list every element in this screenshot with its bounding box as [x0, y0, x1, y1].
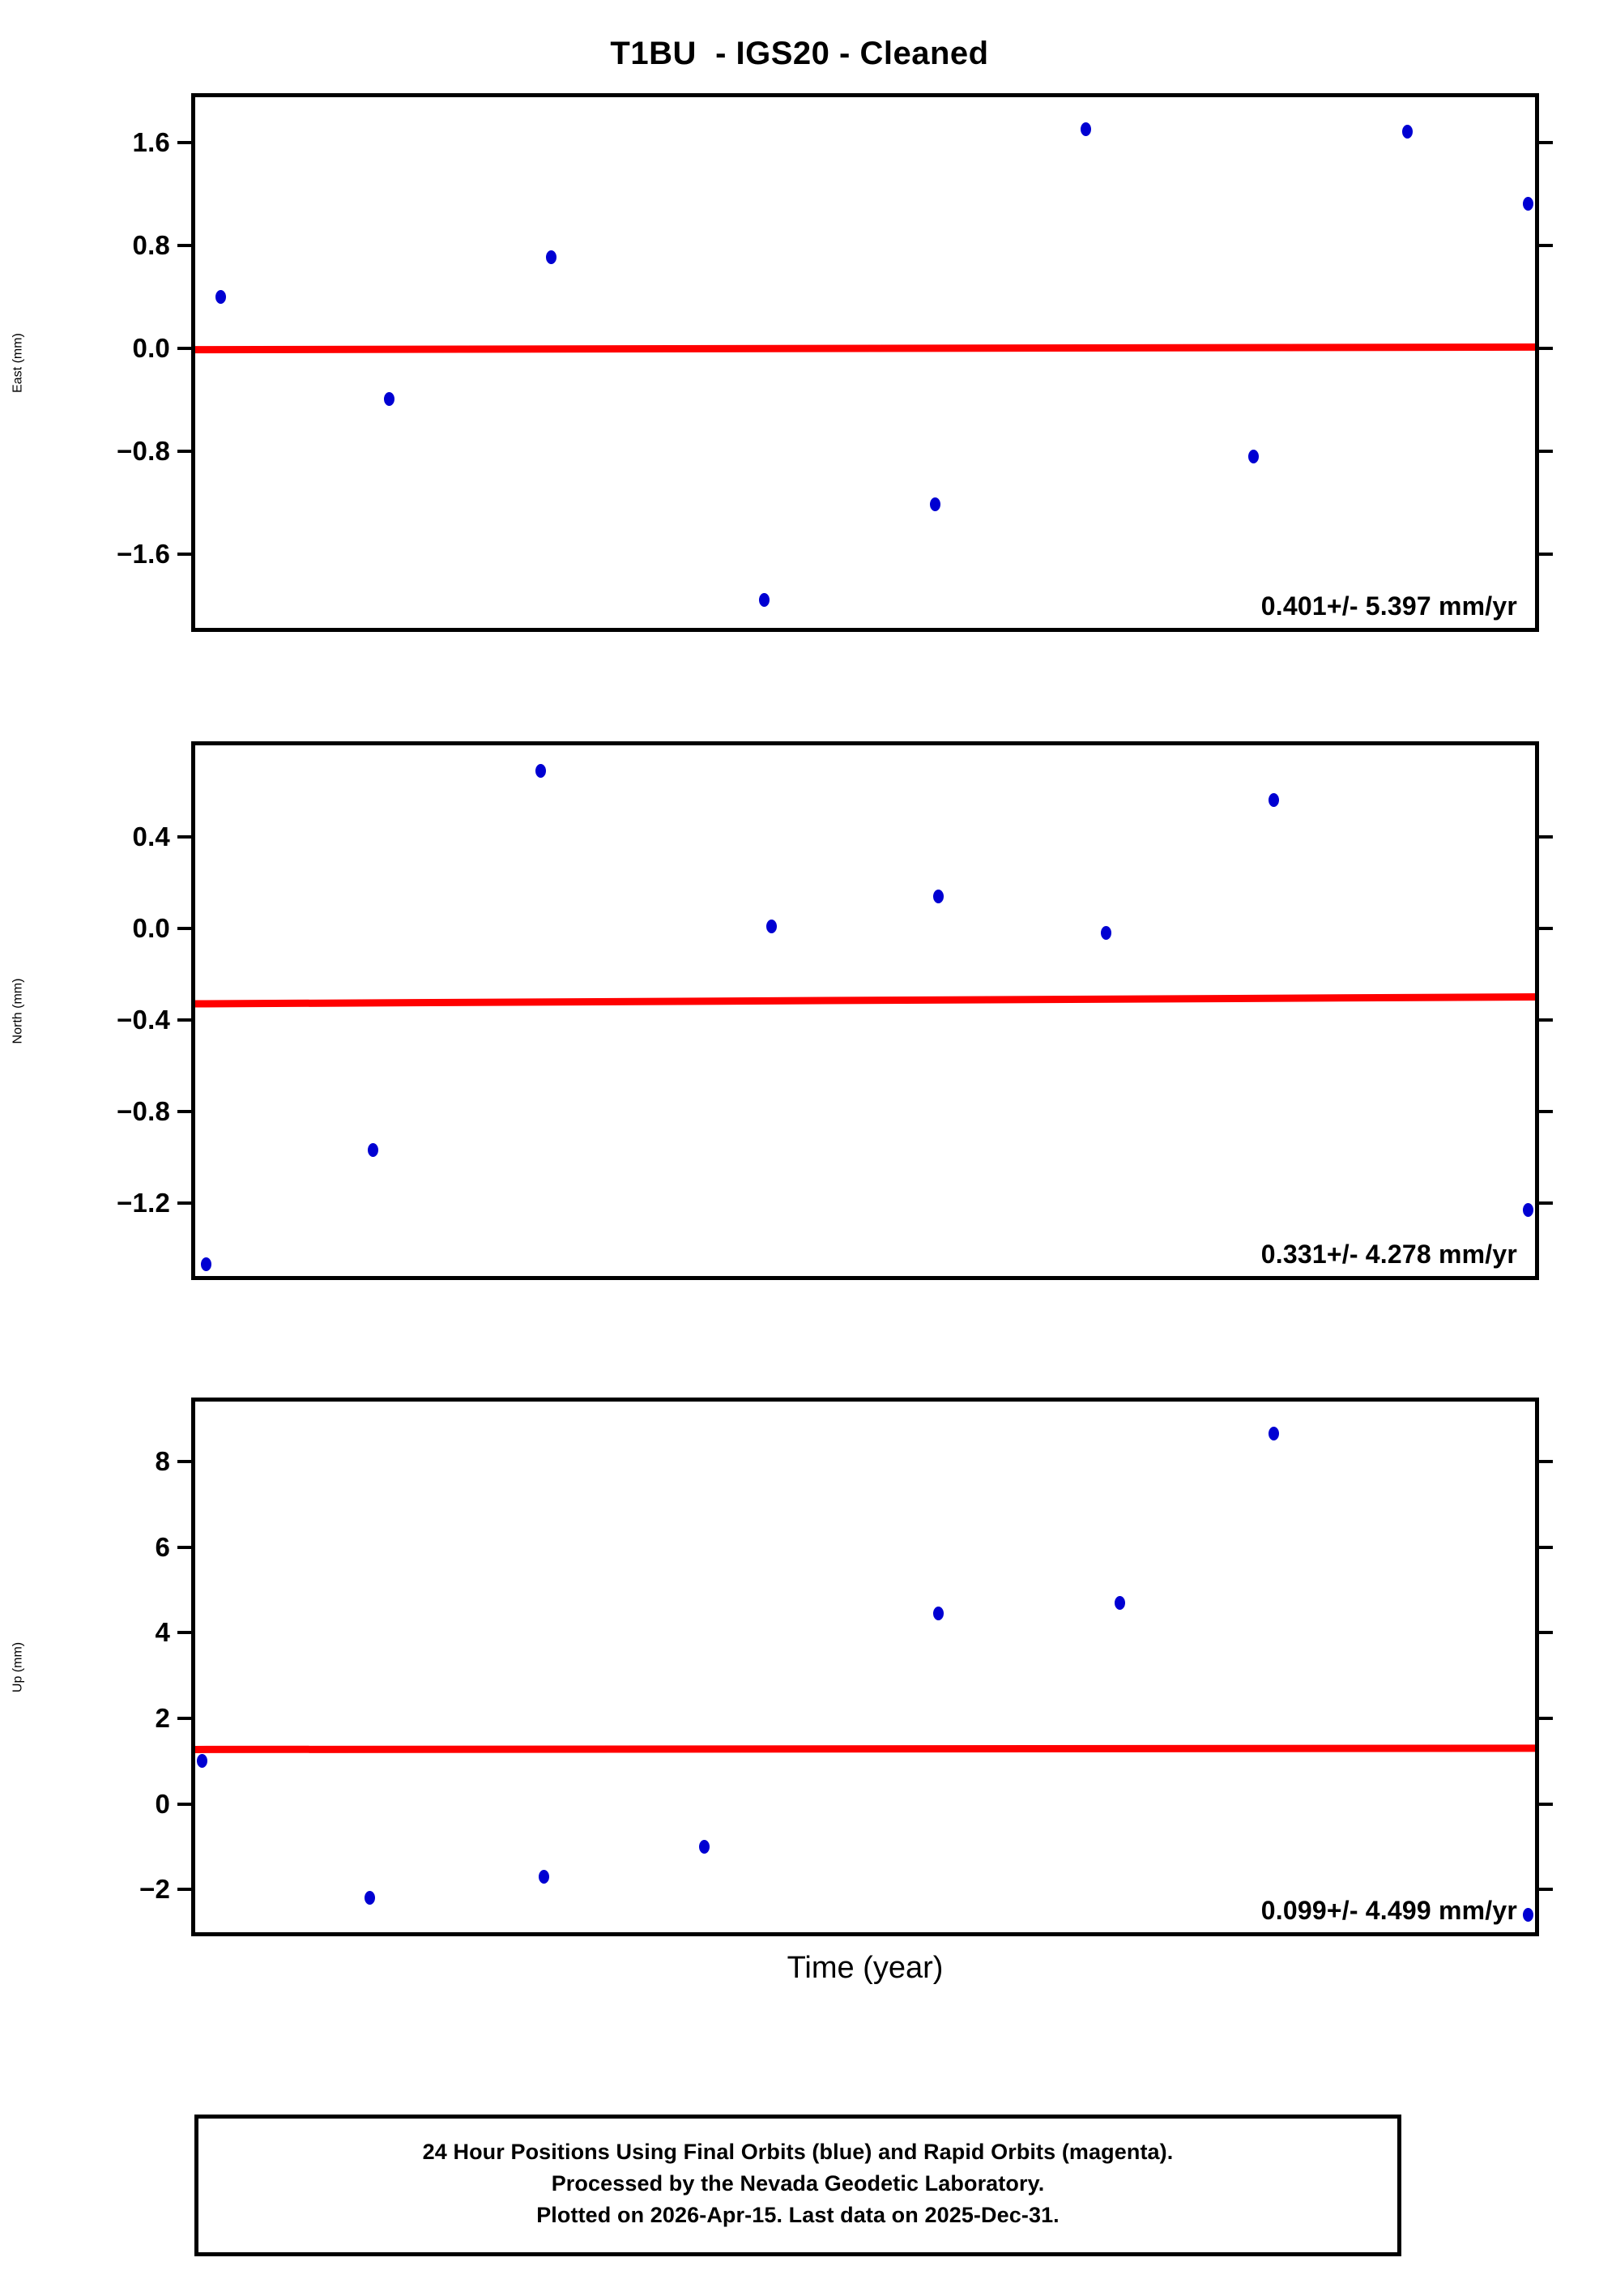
yaxis-title-east-label: East (mm) [11, 332, 25, 393]
data-point [535, 763, 547, 778]
data-point [200, 1257, 211, 1272]
ytick-mark-left [177, 1459, 195, 1463]
yaxis-title-north-label: North (mm) [11, 978, 25, 1043]
data-point [1268, 793, 1279, 808]
ytick-label: 0.4 [132, 821, 170, 851]
ytick-mark-right [1535, 347, 1553, 350]
data-point [215, 289, 226, 304]
ytick-mark-right [1535, 553, 1553, 557]
ytick-mark-right [1535, 1545, 1553, 1549]
data-point [1101, 926, 1112, 940]
yaxis-title-up: Up (mm) [0, 1398, 37, 1936]
ytick-mark-left [177, 834, 195, 839]
data-point [1248, 450, 1260, 464]
ytick-mark-right [1535, 1018, 1553, 1022]
ytick-mark-left [177, 1716, 195, 1720]
ytick-label: −0.4 [117, 1004, 170, 1035]
data-point [1523, 1908, 1534, 1923]
caption-line-1: 24 Hour Positions Using Final Orbits (bl… [422, 2140, 1174, 2164]
data-point [699, 1839, 710, 1854]
trend-line-east [195, 343, 1535, 354]
ytick-label: 0 [155, 1788, 170, 1819]
plot-area-up [177, 1402, 1553, 1932]
ytick-label: −2 [139, 1874, 170, 1905]
ytick-mark-right [1535, 243, 1553, 247]
yaxis-title-north: North (mm) [0, 741, 37, 1280]
plot-area-north [177, 745, 1553, 1276]
data-point [364, 1891, 375, 1906]
ytick-label: 0.8 [132, 229, 170, 260]
panel-up: 0.099+/- 4.499 mm/yr [177, 1398, 1553, 1936]
data-point [1402, 125, 1414, 139]
panel-north: 0.331+/- 4.278 mm/yr [177, 741, 1553, 1280]
data-point [759, 592, 770, 607]
rate-annotation-north: 0.331+/- 4.278 mm/yr [1260, 1240, 1517, 1269]
ytick-mark-right [1535, 926, 1553, 930]
ytick-label: 1.6 [132, 126, 170, 157]
data-point [765, 919, 777, 933]
ytick-mark-right [1535, 1109, 1553, 1113]
ytick-label: −0.8 [117, 1095, 170, 1126]
ytick-label: 0.0 [132, 912, 170, 943]
data-point [929, 497, 940, 511]
ytick-mark-left [177, 1018, 195, 1022]
data-point [933, 1606, 944, 1620]
ytick-mark-left [177, 1802, 195, 1806]
ytick-mark-left [177, 1201, 195, 1205]
page-title: T1BU - IGS20 - Cleaned [610, 36, 989, 71]
ytick-mark-right [1535, 1716, 1553, 1720]
ytick-mark-right [1535, 140, 1553, 144]
ytick-mark-right [1535, 1631, 1553, 1635]
rate-annotation-east: 0.401+/- 5.397 mm/yr [1260, 591, 1517, 621]
data-point [538, 1869, 549, 1884]
data-point [1523, 197, 1534, 211]
data-point [384, 391, 395, 406]
rate-annotation-up: 0.099+/- 4.499 mm/yr [1260, 1896, 1517, 1925]
ytick-mark-right [1535, 834, 1553, 839]
ytick-label: −0.8 [117, 436, 170, 467]
ytick-label: 6 [155, 1531, 170, 1562]
data-point [1268, 1427, 1279, 1441]
ytick-mark-left [177, 926, 195, 930]
xaxis-title: Time (year) [787, 1951, 944, 1985]
yaxis-title-east: East (mm) [0, 93, 37, 632]
ytick-mark-left [177, 553, 195, 557]
yaxis-title-up-label: Up (mm) [11, 1641, 25, 1692]
trend-line-up [195, 1744, 1535, 1753]
data-point [1523, 1202, 1534, 1217]
ytick-mark-right [1535, 1888, 1553, 1892]
data-point [546, 250, 557, 264]
ytick-mark-right [1535, 1459, 1553, 1463]
ytick-mark-left [177, 1109, 195, 1113]
ytick-mark-left [177, 140, 195, 144]
data-point [933, 889, 944, 903]
plot-area-east [177, 97, 1553, 628]
data-point [196, 1754, 207, 1769]
ytick-label: 0.0 [132, 333, 170, 363]
caption-box: 24 Hour Positions Using Final Orbits (bl… [194, 2115, 1401, 2257]
ytick-mark-right [1535, 1802, 1553, 1806]
ytick-mark-right [1535, 1201, 1553, 1205]
data-point [1114, 1595, 1125, 1610]
ytick-mark-left [177, 450, 195, 454]
panel-east: 0.401+/- 5.397 mm/yr [177, 93, 1553, 632]
ytick-label: −1.2 [117, 1187, 170, 1218]
data-point [368, 1143, 379, 1158]
caption-line-3: Plotted on 2026-Apr-15. Last data on 202… [536, 2203, 1060, 2228]
ytick-label: 8 [155, 1445, 170, 1476]
ytick-mark-right [1535, 450, 1553, 454]
ytick-mark-left [177, 347, 195, 350]
ytick-mark-left [177, 243, 195, 247]
ytick-mark-left [177, 1888, 195, 1892]
ytick-label: 2 [155, 1702, 170, 1733]
data-point [1081, 122, 1092, 137]
ytick-label: 4 [155, 1617, 170, 1648]
trend-line-north [195, 993, 1535, 1008]
ytick-mark-left [177, 1545, 195, 1549]
ytick-label: −1.6 [117, 539, 170, 570]
caption-line-2: Processed by the Nevada Geodetic Laborat… [551, 2171, 1045, 2196]
ytick-mark-left [177, 1631, 195, 1635]
